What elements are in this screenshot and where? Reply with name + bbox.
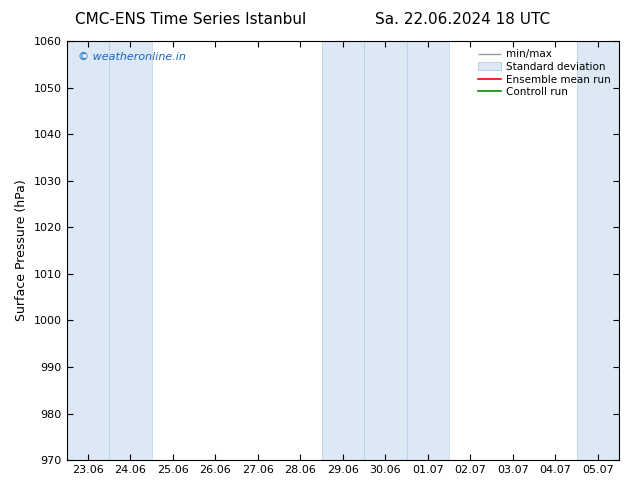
Bar xyxy=(67,41,109,460)
Y-axis label: Surface Pressure (hPa): Surface Pressure (hPa) xyxy=(15,180,28,321)
Bar xyxy=(321,41,364,460)
Bar xyxy=(406,41,449,460)
Legend: min/max, Standard deviation, Ensemble mean run, Controll run: min/max, Standard deviation, Ensemble me… xyxy=(475,46,614,100)
Text: © weatheronline.in: © weatheronline.in xyxy=(77,51,186,62)
Bar xyxy=(364,41,406,460)
Text: CMC-ENS Time Series Istanbul: CMC-ENS Time Series Istanbul xyxy=(75,12,306,27)
Bar xyxy=(576,41,619,460)
Bar xyxy=(109,41,152,460)
Text: Sa. 22.06.2024 18 UTC: Sa. 22.06.2024 18 UTC xyxy=(375,12,550,27)
